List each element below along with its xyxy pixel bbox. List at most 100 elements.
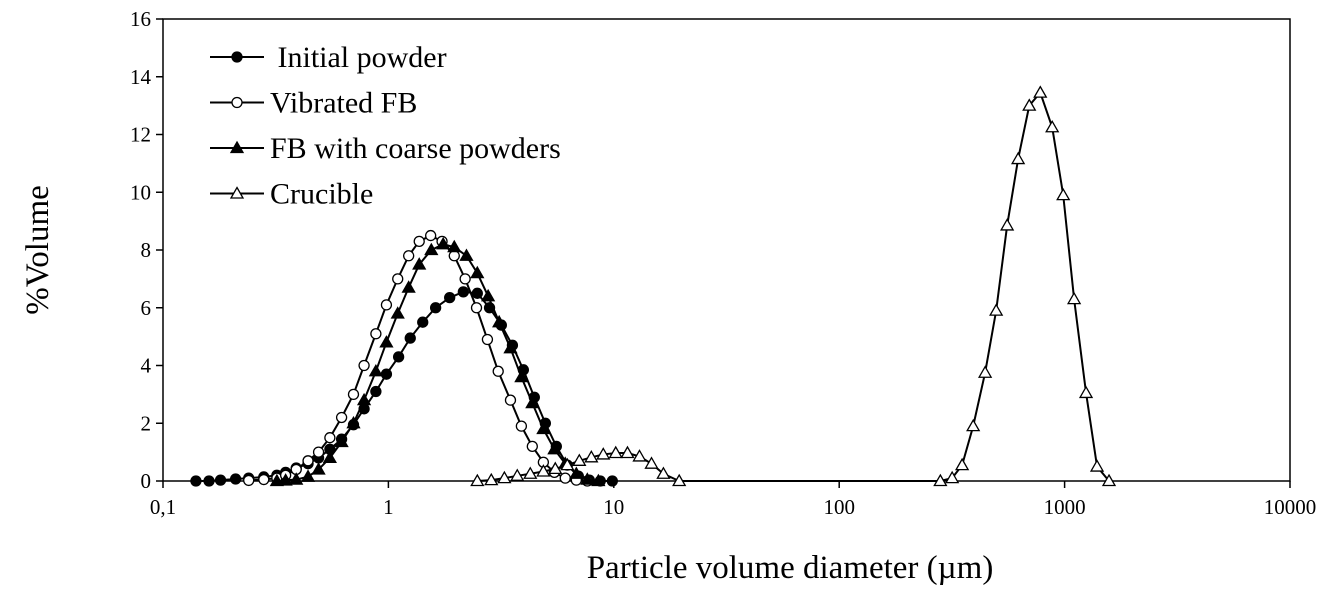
marker: [269, 473, 284, 487]
legend-marker: [229, 186, 245, 199]
marker: [536, 464, 551, 477]
marker: [523, 466, 538, 479]
y-tick-label: 10: [130, 180, 151, 204]
marker: [322, 450, 337, 464]
y-tick-label: 8: [141, 238, 152, 262]
marker: [560, 457, 575, 471]
marker: [278, 473, 293, 486]
marker: [608, 445, 623, 459]
marker: [620, 445, 635, 459]
marker: [966, 418, 981, 432]
series-line: [276, 243, 599, 482]
marker: [977, 365, 993, 378]
marker: [429, 302, 442, 314]
marker: [481, 333, 494, 346]
marker: [243, 474, 255, 487]
marker: [989, 303, 1004, 316]
marker: [672, 473, 687, 487]
y-tick-label: 16: [130, 7, 151, 31]
marker: [470, 265, 485, 279]
marker: [596, 447, 611, 460]
marker: [644, 456, 659, 469]
marker: [380, 368, 393, 380]
marker: [324, 432, 336, 444]
marker: [229, 473, 242, 485]
x-tick-label: 10000: [1264, 495, 1317, 519]
marker: [347, 388, 360, 401]
marker: [536, 421, 551, 435]
marker: [632, 449, 647, 462]
legend-marker: [229, 140, 245, 154]
x-tick-label: 1000: [1044, 495, 1086, 519]
marker: [1010, 151, 1026, 165]
marker: [484, 472, 499, 486]
marker: [525, 395, 540, 409]
x-tick-label: 10: [603, 495, 624, 519]
y-tick-label: 2: [141, 411, 152, 435]
marker: [1022, 98, 1037, 111]
marker: [413, 235, 425, 247]
marker: [548, 461, 563, 475]
x-tick-label: 100: [823, 495, 855, 519]
legend-text: Crucible: [270, 178, 373, 211]
x-tick-label: 1: [383, 495, 394, 519]
marker: [459, 248, 474, 261]
y-axis-label: %Volume: [20, 185, 56, 315]
marker: [300, 469, 316, 482]
marker: [504, 394, 517, 406]
marker: [404, 332, 416, 344]
marker: [526, 440, 538, 453]
marker: [471, 287, 483, 299]
marker: [515, 420, 528, 432]
marker: [569, 466, 584, 479]
marker: [358, 359, 370, 372]
marker: [591, 473, 606, 487]
legend-text: Vibrated FB: [270, 87, 417, 120]
marker: [945, 470, 960, 484]
marker: [1056, 187, 1071, 201]
x-tick-label: 0,1: [150, 495, 176, 519]
marker: [302, 455, 314, 467]
marker: [448, 250, 460, 262]
marker: [370, 328, 382, 340]
marker: [457, 286, 469, 298]
marker: [1033, 85, 1048, 98]
marker: [380, 299, 393, 311]
series-line: [477, 90, 1110, 482]
marker: [954, 457, 970, 471]
marker: [403, 250, 415, 262]
marker: [401, 280, 416, 293]
marker: [1078, 385, 1094, 399]
y-tick-label: 0: [141, 469, 152, 493]
marker: [258, 473, 270, 486]
marker: [459, 273, 471, 285]
marker: [370, 385, 382, 398]
legend-text: Initial powder: [270, 41, 447, 74]
marker: [470, 473, 485, 487]
marker: [356, 392, 372, 406]
legend-marker: [231, 96, 243, 109]
marker: [390, 306, 405, 319]
marker: [1045, 119, 1060, 133]
marker: [417, 316, 429, 328]
marker: [514, 369, 529, 383]
marker: [584, 450, 599, 463]
marker: [312, 446, 325, 458]
legend-text: FB with coarse powders: [270, 132, 561, 165]
marker: [559, 472, 571, 484]
marker: [392, 351, 405, 363]
marker: [481, 288, 496, 302]
marker: [572, 453, 587, 466]
marker: [368, 363, 384, 377]
marker: [1101, 473, 1117, 487]
marker: [606, 475, 618, 487]
marker: [214, 474, 227, 486]
x-axis-label: Particle volume diameter (µm): [587, 550, 994, 586]
legend-marker: [231, 51, 243, 63]
marker: [311, 462, 326, 475]
marker: [203, 475, 215, 487]
marker: [392, 273, 404, 285]
marker: [656, 466, 671, 479]
y-tick-label: 4: [141, 354, 152, 378]
